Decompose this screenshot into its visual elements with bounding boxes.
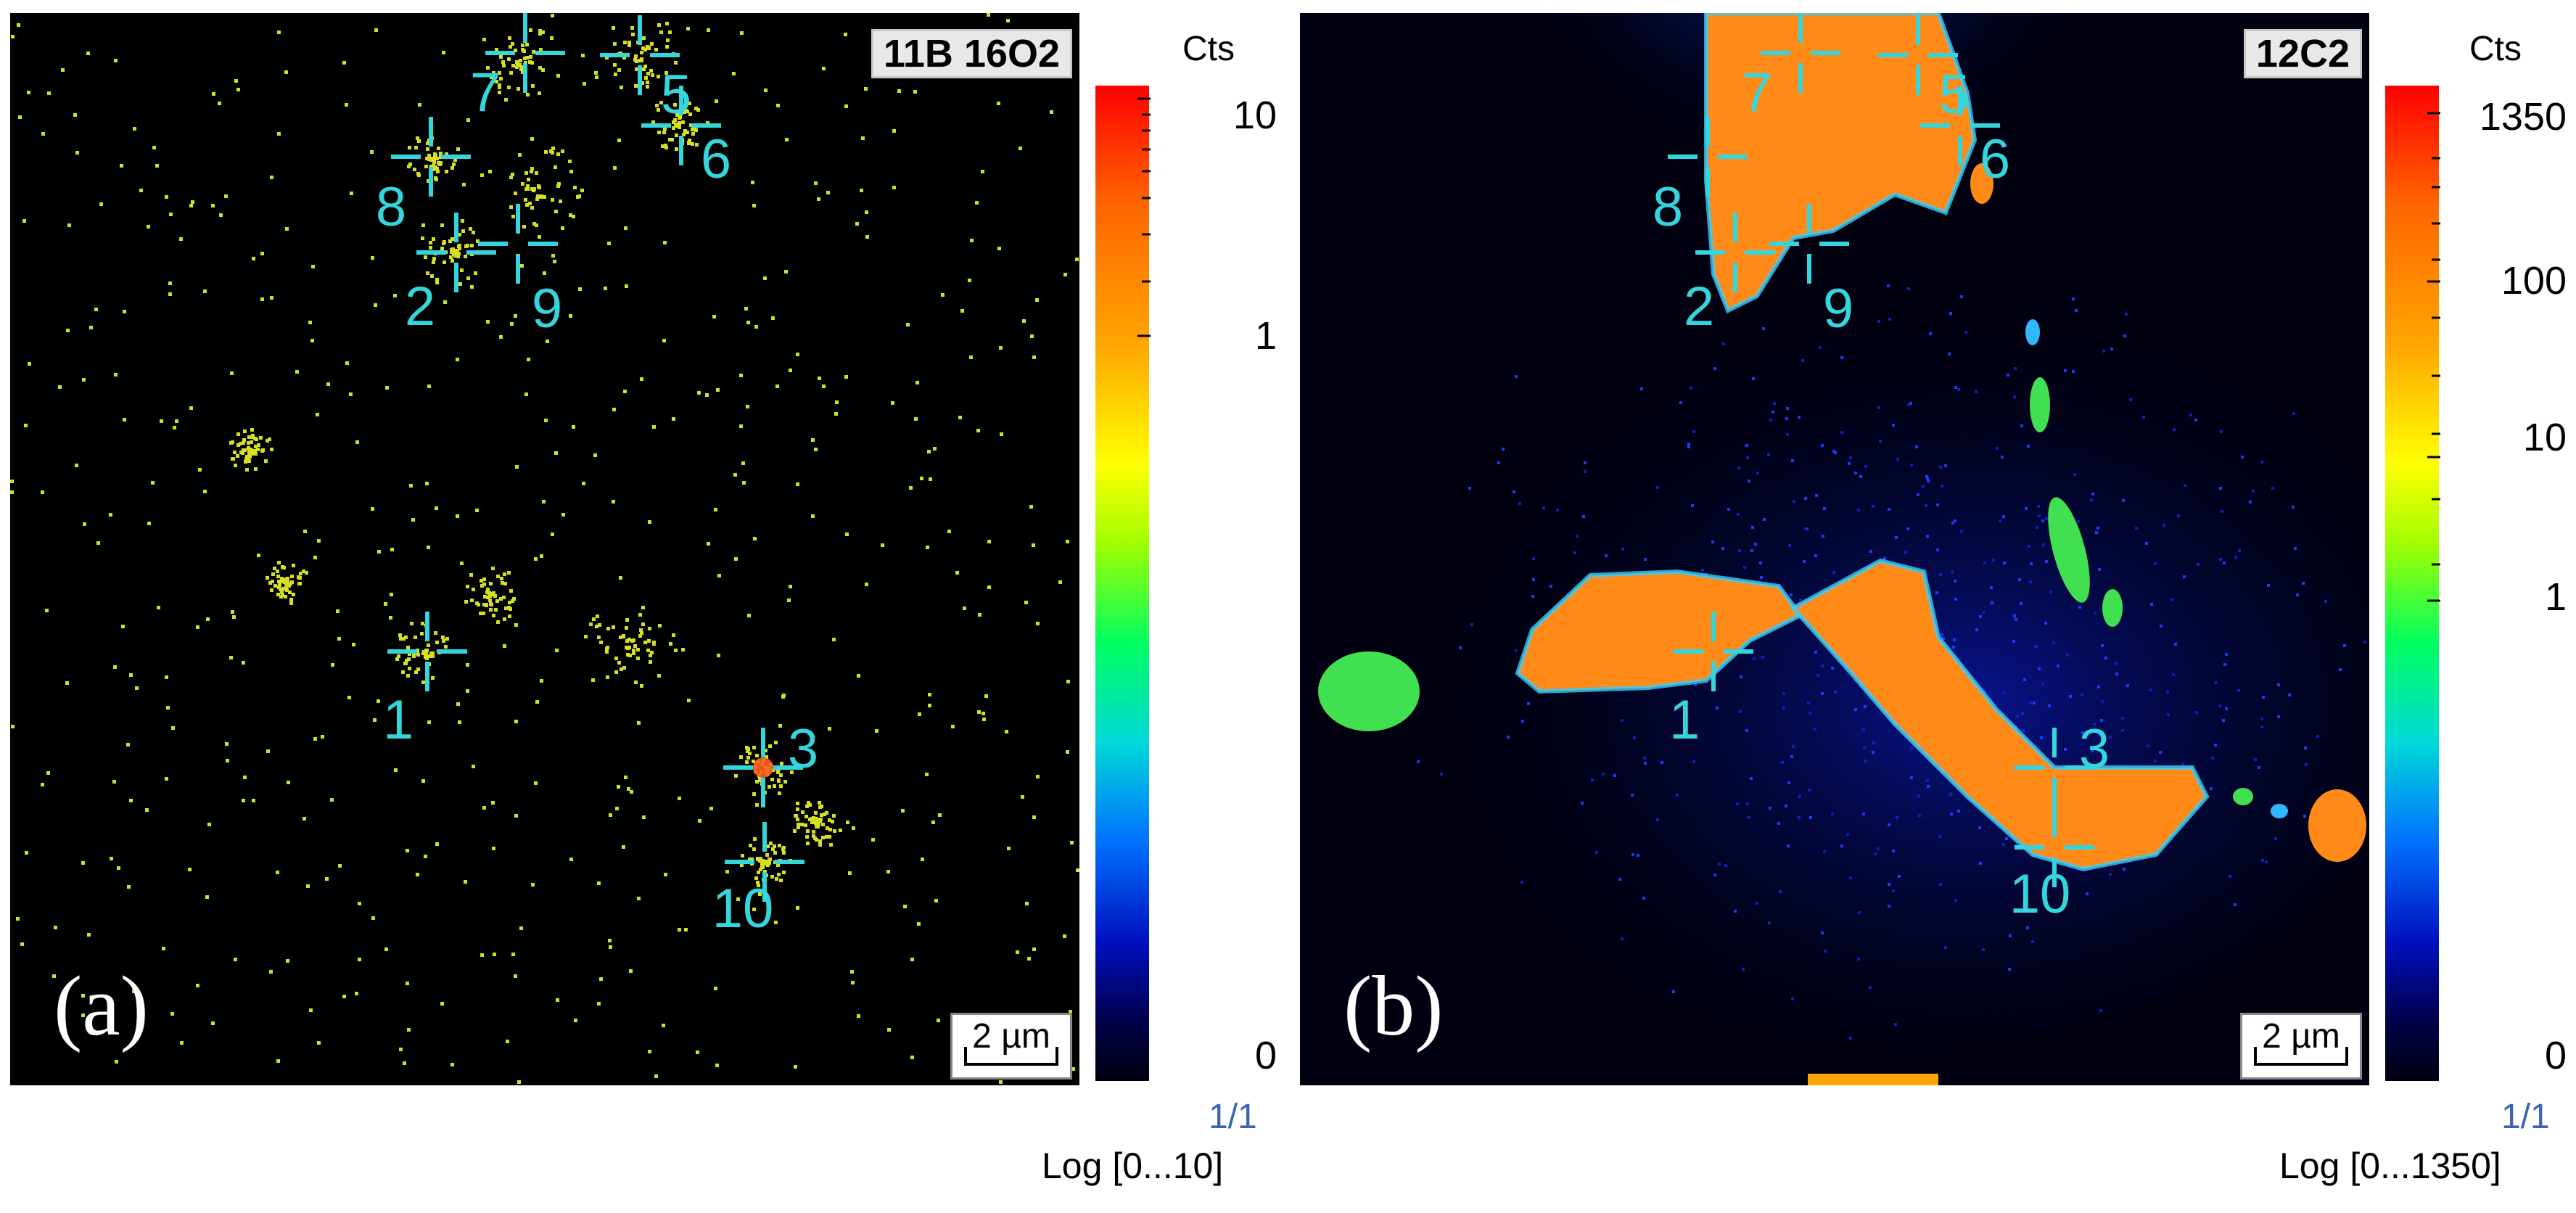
colorbar-tick-a-top: 10 xyxy=(1233,94,1277,137)
panel-a-marker-10: 10 xyxy=(712,822,805,939)
colorbar-tick-b-100: 100 xyxy=(2501,259,2567,303)
particle-top xyxy=(1704,13,1978,314)
panel-b-marker-label-5: 5 xyxy=(1939,64,1970,126)
particle-green xyxy=(1318,651,1420,731)
panel-a-marker-label-10: 10 xyxy=(712,878,774,939)
carbon-ion-image: 7 56 82 9 1 3 10 xyxy=(1300,13,2369,1085)
panel-b-marker-7: 7 xyxy=(1742,13,1840,123)
bottom-edge-strip xyxy=(1808,1074,1938,1085)
colorbar-fraction-a: 1/1 xyxy=(1209,1098,1257,1136)
panel-b-marker-1: 1 xyxy=(1669,612,1753,751)
panel-b-markers: 7 56 82 9 1 3 10 xyxy=(1653,13,2110,925)
colorbar-unit-b: Cts xyxy=(2469,30,2522,68)
panel-a-marker-5: 5 xyxy=(600,15,691,126)
panel-a-marker-label-9: 9 xyxy=(532,278,562,340)
boron-oxide-ion-image: 7 56 8 2 9 1 3 10 xyxy=(10,13,1079,1084)
particle-streak-3 xyxy=(2030,377,2050,432)
carbon-ion-map: 7 5 6 8 2 9 1 3 10 12C2 (b) 2 µm xyxy=(1300,13,2369,1085)
panel-a-marker-label-1: 1 xyxy=(383,689,413,751)
panel-a-marker-label-6: 6 xyxy=(701,128,731,190)
colorbar-a xyxy=(1095,86,1151,1081)
colorbar-tick-a-zero: 0 xyxy=(1254,1034,1277,1077)
colorbar-tick-a-mid: 1 xyxy=(1254,314,1277,358)
colorbar-tick-b-1350: 1350 xyxy=(2479,95,2567,139)
particle-small-6 xyxy=(1970,163,1993,204)
panel-b-marker-9: 9 xyxy=(1769,204,1853,340)
panel-b-marker-label-7: 7 xyxy=(1742,62,1772,123)
colorbar-ticks-b xyxy=(2427,112,2440,602)
particle-left xyxy=(1515,569,1804,694)
panel-a-marker-3: 3 xyxy=(723,718,818,807)
panel-b-marker-label-9: 9 xyxy=(1823,278,1853,340)
scale-bar-line-b xyxy=(2254,1047,2348,1066)
particle-streak-4 xyxy=(2025,319,2040,345)
panel-letter-a: (a) xyxy=(54,958,149,1053)
panel-a-marker-label-7: 7 xyxy=(470,62,501,123)
particle-edge xyxy=(2308,789,2366,862)
particle-right xyxy=(1790,558,2210,872)
panel-a-marker-6: 6 xyxy=(641,86,731,190)
panel-b-marker-10: 10 xyxy=(2009,807,2094,925)
panel-a-marker-1: 1 xyxy=(383,612,467,751)
colorbar-b xyxy=(2385,86,2440,1081)
panel-b-marker-label-8: 8 xyxy=(1653,176,1683,238)
panel-b-marker-2: 2 xyxy=(1684,213,1775,337)
boron-oxide-ion-map: 7 5 6 8 2 9 1 3 10 11B 16O2 (a) 2 µm xyxy=(10,13,1079,1085)
colorbar-ticks-a xyxy=(1137,97,1151,337)
panel-a-marker-label-5: 5 xyxy=(661,64,691,126)
scale-bar-label-b: 2 µm xyxy=(2262,1017,2340,1056)
speckle-layer-a xyxy=(10,13,1079,1084)
scale-bar-b: 2 µm xyxy=(2240,1013,2362,1080)
colorbar-tick-b-10: 10 xyxy=(2522,416,2567,459)
panel-letter-b: (b) xyxy=(1343,958,1444,1053)
particle-small-a xyxy=(2233,788,2253,805)
panel-b-marker-label-10: 10 xyxy=(2009,863,2071,925)
panel-b-marker-label-2: 2 xyxy=(1684,276,1714,337)
colorbar-tick-b-0: 0 xyxy=(2544,1034,2567,1077)
ion-label-a: 11B 16O2 xyxy=(871,29,1072,78)
panel-a-marker-label-3: 3 xyxy=(788,718,818,780)
panel-b-marker-3: 3 xyxy=(2015,718,2110,807)
panel-b-marker-label-3: 3 xyxy=(2079,718,2110,780)
scale-bar-line-a xyxy=(964,1047,1058,1066)
panel-b-marker-label-6: 6 xyxy=(1980,128,2010,190)
panel-a-marker-2: 2 xyxy=(405,213,496,337)
panel-a-marker-9: 9 xyxy=(478,204,562,340)
panel-a: 7 5 6 8 2 9 1 3 10 11B 16O2 (a) 2 µm Cts 10 1 0 … xyxy=(0,0,1277,1213)
panel-b-marker-6: 6 xyxy=(1920,86,2010,190)
panel-b-marker-5: 5 xyxy=(1878,15,1970,126)
panel-b-marker-8: 8 xyxy=(1653,117,1748,238)
scale-bar-label-a: 2 µm xyxy=(972,1017,1050,1056)
panel-b-marker-label-1: 1 xyxy=(1669,689,1700,751)
scale-bar-a: 2 µm xyxy=(950,1013,1072,1080)
ion-label-b: 12C2 xyxy=(2243,29,2362,78)
particles-b xyxy=(1318,13,2366,1085)
particle-streak-1 xyxy=(2048,497,2090,603)
particle-small-b xyxy=(2271,804,2288,818)
panel-a-marker-8: 8 xyxy=(376,117,471,238)
colorbar-fraction-b: 1/1 xyxy=(2501,1098,2550,1136)
panel-a-markers: 7 56 8 2 9 1 3 10 xyxy=(376,13,818,939)
colorbar-tick-b-1: 1 xyxy=(2544,575,2567,619)
panel-a-marker-label-2: 2 xyxy=(405,276,435,337)
colorbar-range-a: Log [0...10] xyxy=(1042,1146,1224,1186)
panel-a-marker-label-8: 8 xyxy=(376,176,406,238)
colorbar-range-b: Log [0...1350] xyxy=(2279,1146,2501,1186)
colorbar-unit-a: Cts xyxy=(1182,30,1235,68)
panel-a-marker-7: 7 xyxy=(470,13,565,123)
particle-streak-2 xyxy=(2102,589,2123,627)
